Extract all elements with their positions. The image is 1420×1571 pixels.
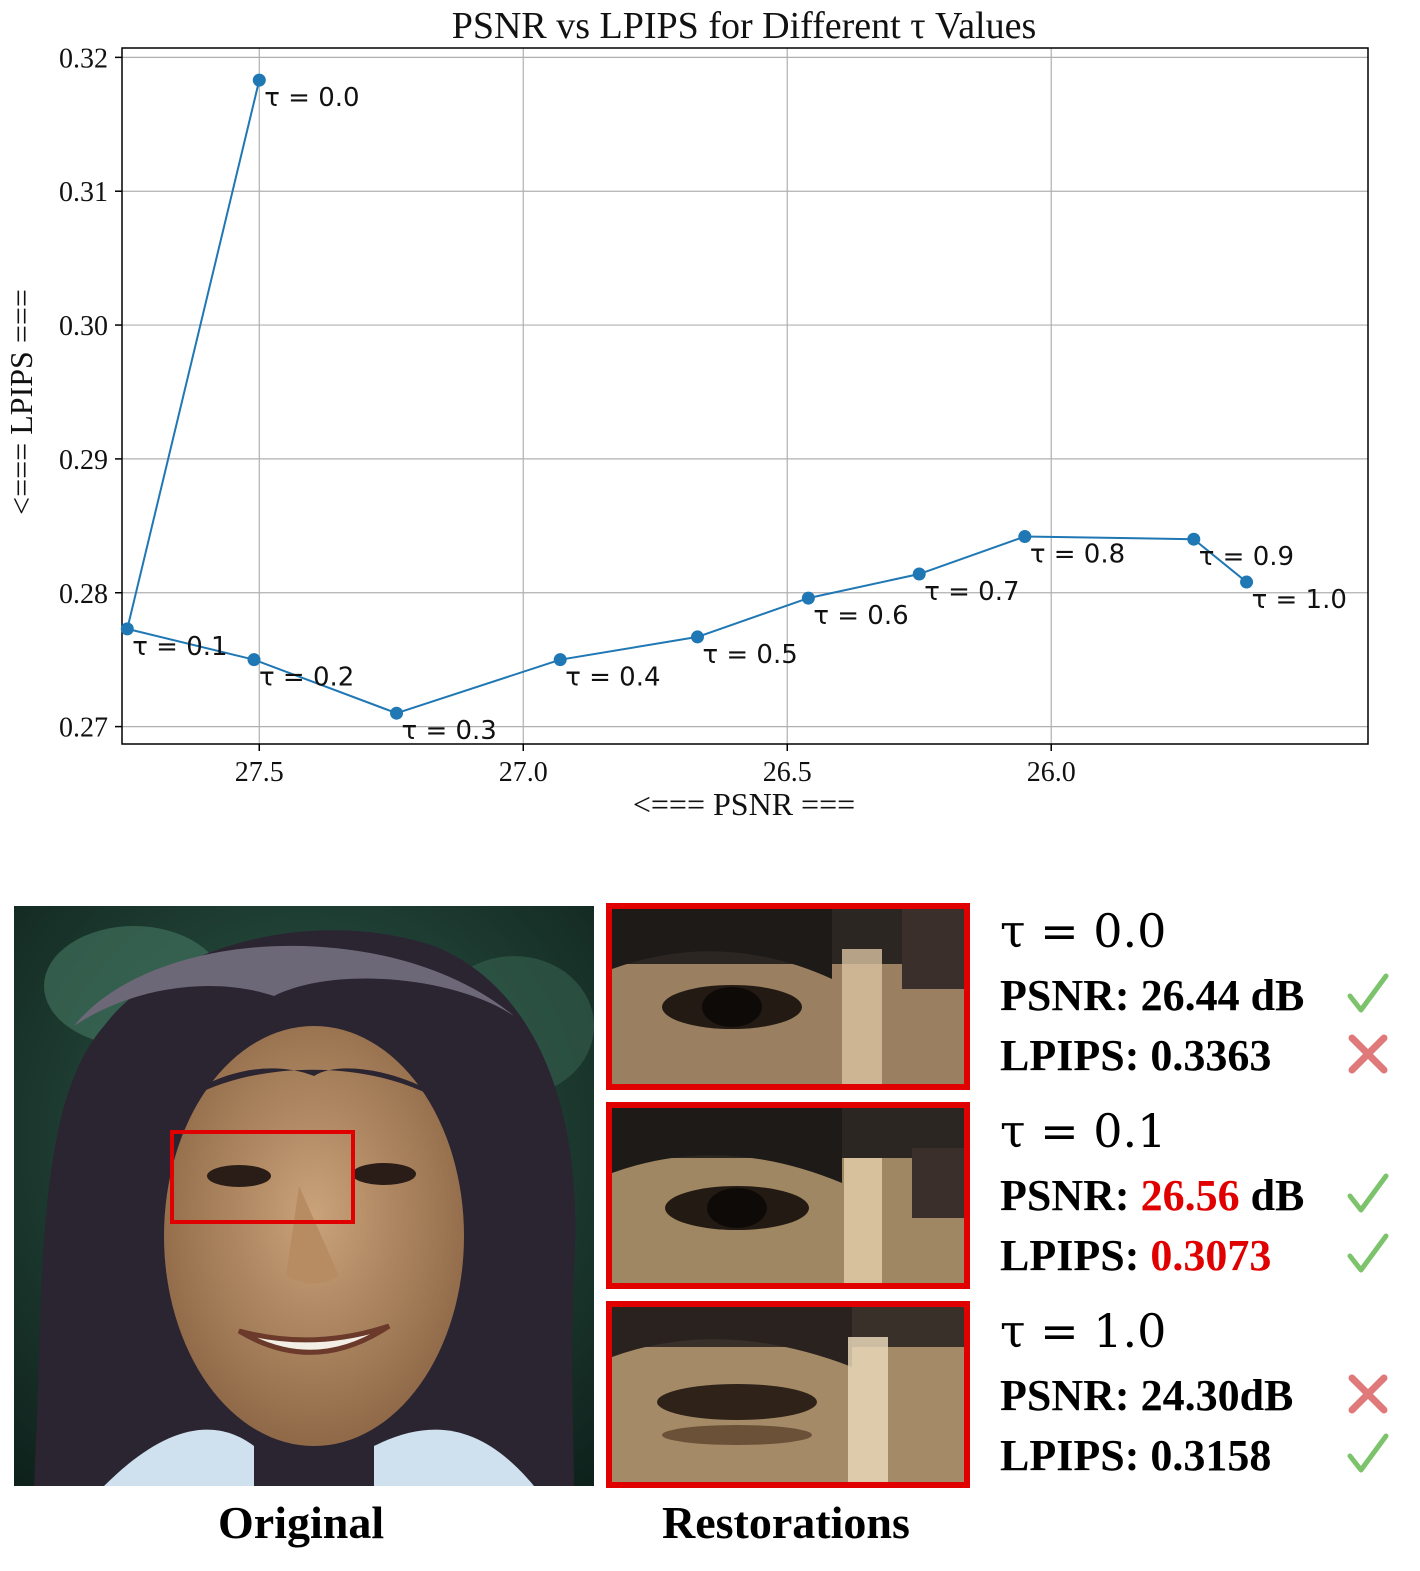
psnr-value: 26.56	[1140, 1171, 1240, 1220]
x-tick-label: 27.5	[235, 757, 284, 788]
result-tau: τ = 0.0	[1000, 904, 1167, 958]
psnr-unit: dB	[1239, 1371, 1294, 1420]
data-point	[120, 622, 134, 636]
restoration-crop-tau-0-1	[606, 1102, 970, 1289]
psnr-unit: dB	[1239, 971, 1305, 1020]
data-point-label: τ = 0.4	[565, 663, 660, 693]
x-tick-label: 26.5	[763, 757, 812, 788]
data-point-label: τ = 0.0	[264, 83, 359, 113]
original-face-image	[14, 906, 594, 1486]
y-axis-label: <=== LPIPS ===	[3, 289, 39, 515]
data-point	[1240, 575, 1254, 589]
lpips-value: 0.3158	[1150, 1431, 1272, 1480]
data-point	[390, 706, 404, 720]
x-tick-label: 27.0	[499, 757, 548, 788]
y-tick-label: 0.28	[59, 579, 108, 610]
psnr-label: PSNR:	[1000, 1371, 1141, 1420]
result-tau: τ = 0.1	[1000, 1104, 1167, 1158]
lpips-label: LPIPS:	[1000, 1431, 1151, 1480]
check-icon	[1347, 1233, 1389, 1273]
restoration-crop-tau-0-0	[606, 903, 970, 1090]
chart-grid	[122, 48, 1368, 744]
result-psnr: PSNR: 26.56 dB	[1000, 1170, 1304, 1221]
face-illustration	[14, 906, 594, 1486]
data-point-label: τ = 1.0	[1252, 585, 1347, 615]
data-point	[1187, 532, 1201, 546]
data-point	[801, 591, 815, 605]
lpips-value: 0.3363	[1150, 1031, 1272, 1080]
data-point	[252, 73, 266, 87]
data-point-label: τ = 0.6	[813, 601, 908, 631]
check-icon	[1347, 1433, 1389, 1473]
result-lpips: LPIPS: 0.3073	[1000, 1230, 1271, 1281]
restorations-caption: Restorations	[662, 1497, 910, 1548]
result-tau: τ = 1.0	[1000, 1304, 1167, 1358]
data-point-label: τ = 0.5	[702, 640, 797, 670]
y-tick-label: 0.29	[59, 445, 108, 476]
data-point-label: τ = 0.3	[402, 716, 497, 746]
result-psnr: PSNR: 24.30dB	[1000, 1370, 1293, 1421]
chart-series	[120, 73, 1254, 720]
y-tick-label: 0.32	[59, 43, 108, 74]
psnr-label: PSNR:	[1000, 1171, 1141, 1220]
x-axis-label: <=== PSNR ===	[633, 786, 855, 822]
data-point-label: τ = 0.9	[1199, 542, 1294, 572]
eye-crop-illustration	[612, 1307, 964, 1482]
restoration-crop-tau-1-0	[606, 1301, 970, 1488]
y-tick-label: 0.30	[59, 311, 108, 342]
psnr-lpips-chart: PSNR vs LPIPS for Different τ Values 27.…	[3, 5, 1369, 822]
eye-region-highlight	[170, 1130, 355, 1224]
eye-crop-illustration	[612, 1108, 964, 1283]
check-icon	[1347, 973, 1389, 1013]
y-tick-label: 0.27	[59, 713, 108, 744]
lpips-value: 0.3073	[1150, 1231, 1272, 1280]
result-lpips: LPIPS: 0.3158	[1000, 1430, 1271, 1481]
data-point	[247, 653, 261, 667]
psnr-value: 26.44	[1140, 971, 1240, 1020]
result-lpips: LPIPS: 0.3363	[1000, 1030, 1271, 1081]
data-point-label: τ = 0.7	[924, 577, 1019, 607]
x-tick-label: 26.0	[1027, 757, 1076, 788]
original-caption: Original	[218, 1497, 385, 1548]
data-point	[690, 630, 704, 644]
cross-icon	[1348, 1034, 1388, 1074]
data-point	[1018, 530, 1032, 544]
chart-title: PSNR vs LPIPS for Different τ Values	[452, 5, 1037, 47]
data-point	[553, 653, 567, 667]
data-point-label: τ = 0.1	[132, 632, 227, 662]
psnr-unit: dB	[1239, 1171, 1305, 1220]
series-line	[126, 79, 1248, 715]
psnr-value: 24.30	[1140, 1371, 1240, 1420]
data-point-label: τ = 0.8	[1030, 540, 1125, 570]
data-point	[912, 567, 926, 581]
data-point-label: τ = 0.2	[259, 663, 354, 693]
chart-axes: 27.5 27.0 26.5 26.0 0.27 0.28 0.29 0.30 0.31 0.32	[59, 43, 1369, 788]
eye-crop-illustration	[612, 909, 964, 1084]
lpips-label: LPIPS:	[1000, 1031, 1151, 1080]
y-tick-label: 0.31	[59, 177, 108, 208]
plot-frame	[121, 47, 1369, 745]
check-icon	[1347, 1173, 1389, 1213]
cross-icon	[1348, 1374, 1388, 1414]
result-psnr: PSNR: 26.44 dB	[1000, 970, 1304, 1021]
lpips-label: LPIPS:	[1000, 1231, 1151, 1280]
psnr-label: PSNR:	[1000, 971, 1141, 1020]
chart-point-labels: τ = 0.0 τ = 0.1 τ = 0.2 τ = 0.3 τ = 0.4 τ = 0…	[132, 83, 1347, 746]
